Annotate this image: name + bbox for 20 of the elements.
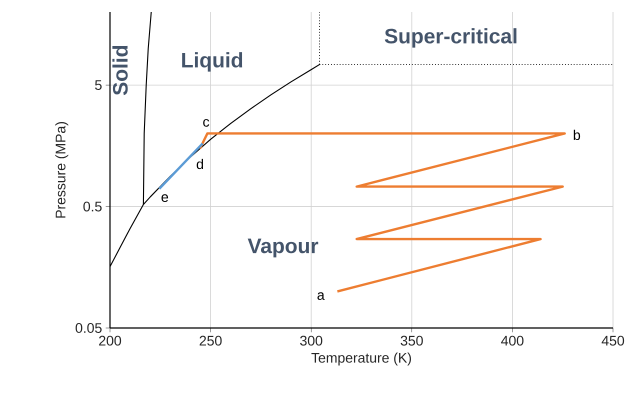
x-tick-label: 250: [200, 336, 222, 346]
annotation: Liquid: [182, 52, 242, 72]
x-tick-label: 350: [400, 336, 423, 346]
x-tick-label: 400: [501, 336, 524, 346]
annotation: e: [162, 194, 168, 202]
y-tick-label: 0.05: [76, 323, 102, 333]
annotation: Super-critical: [384, 28, 516, 48]
annotation: c: [203, 119, 210, 127]
x-tick-label: 450: [602, 336, 624, 346]
annotation: b: [574, 130, 580, 140]
annotation: a: [317, 292, 325, 300]
y-tick-label: 0.5: [83, 202, 102, 212]
x-tick-label: 300: [300, 336, 322, 346]
y-tick-label: 5: [95, 80, 102, 90]
x-tick-label: 200: [99, 336, 122, 346]
annotation: Vapour: [248, 238, 318, 258]
annotation: d: [196, 158, 204, 170]
y-axis-title: Pressure (MPa): [55, 122, 68, 218]
x-axis-title: Temperature (K): [311, 352, 411, 366]
annotation: Solid: [112, 46, 128, 96]
